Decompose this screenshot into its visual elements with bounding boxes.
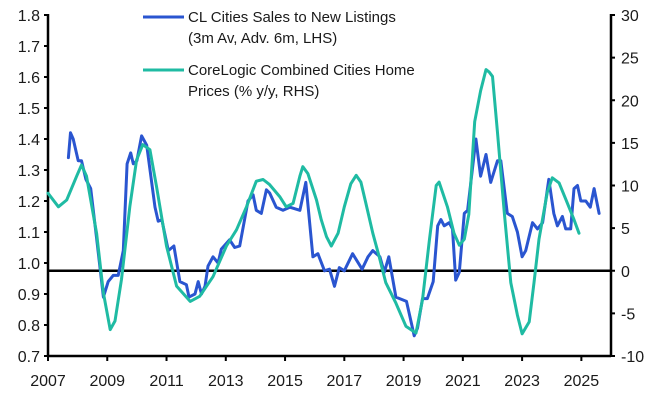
left-axis-tick-label: 1.8 bbox=[18, 8, 40, 25]
right-axis-tick-label: 20 bbox=[621, 93, 639, 110]
left-axis-tick-label: 1.6 bbox=[18, 70, 40, 87]
x-axis-tick-label: 2011 bbox=[149, 373, 184, 390]
right-axis-tick-label: 10 bbox=[621, 179, 639, 196]
legend: CL Cities Sales to New Listings (3m Av, … bbox=[143, 9, 415, 100]
left-axis-tick-label: 0.8 bbox=[18, 318, 40, 335]
right-axis-tick-label: 30 bbox=[621, 8, 639, 25]
left-axis-tick-label: 1.4 bbox=[18, 132, 40, 149]
right-axis-tick-label: 0 bbox=[621, 264, 630, 281]
legend-label-sales-to-listings: CL Cities Sales to New Listings bbox=[188, 9, 396, 26]
x-axis-tick-label: 2007 bbox=[30, 373, 66, 390]
left-axis-tick-label: 1.3 bbox=[18, 163, 40, 180]
left-axis-tick-label: 1.2 bbox=[18, 194, 40, 211]
left-axis-tick-label: 1.1 bbox=[18, 225, 40, 242]
left-axis-tick-label: 1.7 bbox=[18, 39, 40, 56]
x-axis-tick-label: 2025 bbox=[564, 373, 600, 390]
legend-label-home-prices-line2: Prices (% y/y, RHS) bbox=[188, 83, 319, 100]
axes: 0.7 0.8 0.9 1.0 1.1 1.2 1.3 1.4 1.5 1.6 1.7 1.8 -10 -… bbox=[18, 8, 644, 390]
x-axis-tick-label: 2015 bbox=[267, 373, 303, 390]
left-axis-tick-label: 0.9 bbox=[18, 287, 40, 304]
series-layer bbox=[46, 68, 601, 338]
x-axis-tick-label: 2023 bbox=[504, 373, 540, 390]
x-axis-tick-label: 2019 bbox=[386, 373, 422, 390]
right-axis-tick-label: -5 bbox=[621, 306, 635, 323]
home-prices-yoy-line bbox=[46, 68, 581, 336]
right-axis-tick-label: -10 bbox=[621, 349, 644, 366]
x-axis-tick-label: 2013 bbox=[208, 373, 244, 390]
x-axis-tick-label: 2009 bbox=[89, 373, 125, 390]
x-axis-tick-label: 2017 bbox=[327, 373, 363, 390]
left-axis-tick-label: 1.5 bbox=[18, 101, 40, 118]
right-axis-tick-label: 25 bbox=[621, 51, 639, 68]
right-axis-tick-label: 15 bbox=[621, 136, 639, 153]
left-axis-tick-label: 1.0 bbox=[18, 256, 40, 273]
x-axis-tick-label: 2021 bbox=[445, 373, 481, 390]
right-axis-tick-label: 5 bbox=[621, 221, 630, 238]
left-axis-tick-label: 0.7 bbox=[18, 349, 40, 366]
legend-label-sales-to-listings-line2: (3m Av, Adv. 6m, LHS) bbox=[188, 30, 337, 47]
sales-to-new-listings-line bbox=[66, 131, 601, 338]
legend-label-home-prices: CoreLogic Combined Cities Home bbox=[188, 62, 415, 79]
